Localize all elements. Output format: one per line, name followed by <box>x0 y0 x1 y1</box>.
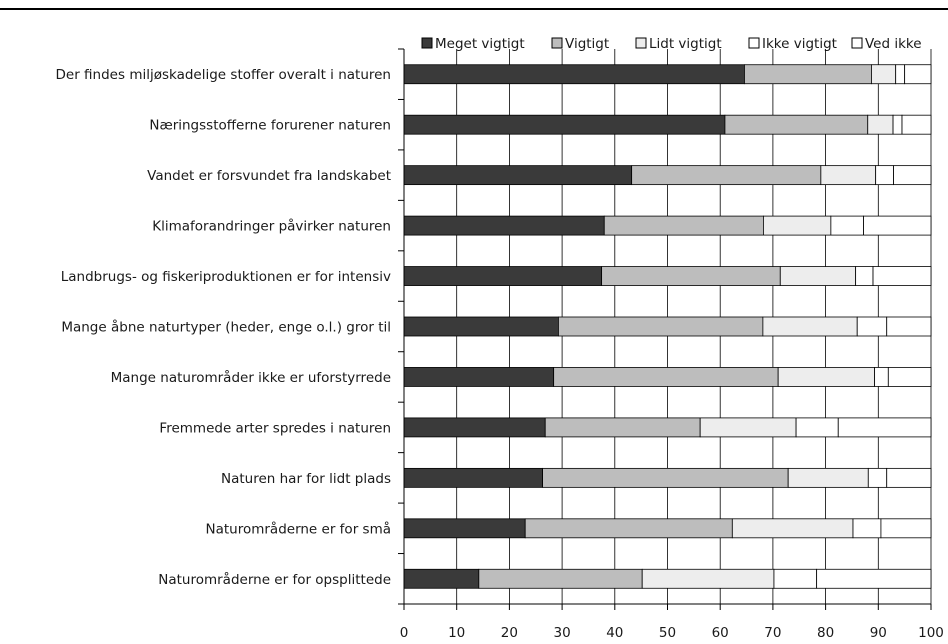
legend-label: Ikke vigtigt <box>762 36 837 52</box>
bar-segment <box>524 518 733 539</box>
bar-segment <box>901 114 932 135</box>
category-label: Naturområderne er for små <box>205 520 391 537</box>
category-label: Naturområderne er for opsplittede <box>158 571 391 588</box>
x-tick-label: 20 <box>501 625 518 641</box>
bar-segment <box>855 266 874 286</box>
legend-swatch <box>421 37 433 49</box>
bars <box>403 64 932 589</box>
category-label: Mange naturområder ikke er uforstyrrede <box>111 369 391 386</box>
legend-swatch <box>748 37 760 49</box>
legend-label: Ved ikke <box>865 36 922 52</box>
bar-segment <box>852 518 882 539</box>
bar-segment <box>795 417 839 438</box>
bar-segment <box>886 316 932 337</box>
category-label: Landbrugs- og fiskeriproduktionen er for… <box>61 269 391 285</box>
legend-label: Meget vigtigt <box>435 36 525 52</box>
bar-segment <box>603 215 764 236</box>
legend-swatch <box>851 37 863 49</box>
bar-segment <box>875 165 894 186</box>
bar-segment <box>763 215 832 236</box>
bar-segment <box>403 367 555 387</box>
category-label: Mange åbne naturtyper (heder, enge o.l.)… <box>61 319 391 336</box>
bar-segment <box>403 215 605 236</box>
bar-segment <box>904 64 932 85</box>
bar-segment <box>867 114 894 135</box>
bar-segment <box>601 266 781 286</box>
bar-segment <box>553 367 779 387</box>
bar-segment <box>830 215 864 236</box>
bar-segment <box>820 165 877 186</box>
bar-segment <box>762 316 858 337</box>
bar-segment <box>816 568 932 589</box>
x-tick-label: 10 <box>448 625 465 641</box>
bar-segment <box>787 467 869 488</box>
legend-label: Vigtigt <box>565 36 609 52</box>
bar-segment <box>403 316 559 337</box>
bar-segment <box>403 64 745 85</box>
bar-segment <box>779 266 857 286</box>
x-tick-label: 0 <box>400 625 409 641</box>
x-tick-label: 60 <box>712 625 729 641</box>
bar-segment <box>403 114 726 135</box>
category-label: Fremmede arter spredes i naturen <box>159 420 391 436</box>
category-label: Vandet er forsvundet fra landskabet <box>147 168 391 184</box>
bar-segment <box>724 114 869 135</box>
bar-segment <box>863 215 932 236</box>
bar-segment <box>895 64 906 85</box>
bar-segment <box>892 114 903 135</box>
category-label: Der findes miljøskadelige stoffer overal… <box>56 67 391 83</box>
bar-segment <box>837 417 932 438</box>
legend-swatch <box>551 37 563 49</box>
category-labels: Der findes miljøskadelige stoffer overal… <box>56 67 391 588</box>
bar-segment <box>641 568 775 589</box>
bar-segment <box>544 417 701 438</box>
bar-segment <box>777 367 876 387</box>
category-label: Næringsstofferne forurener naturen <box>149 118 391 134</box>
x-tick-label: 40 <box>606 625 623 641</box>
bar-segment <box>886 467 932 488</box>
bar-segment <box>478 568 643 589</box>
legend-label: Lidt vigtigt <box>649 36 722 52</box>
x-tick-label: 70 <box>764 625 781 641</box>
bar-segment <box>893 165 932 186</box>
bar-segment <box>403 568 480 589</box>
bar-segment <box>887 367 932 387</box>
bar-segment <box>403 417 546 438</box>
x-tick-label: 30 <box>554 625 571 641</box>
bar-segment <box>744 64 872 85</box>
x-tick-labels: 0 10 20 30 40 50 60 70 80 90 100 <box>400 625 944 641</box>
bar-segment <box>867 467 888 488</box>
legend-swatch <box>635 37 647 49</box>
bar-segment <box>403 266 603 286</box>
bar-segment <box>558 316 764 337</box>
bar-segment <box>403 518 526 539</box>
bar-segment <box>542 467 789 488</box>
bar-segment <box>872 266 932 286</box>
x-tick-label: 50 <box>659 625 676 641</box>
bar-segment <box>874 367 889 387</box>
bar-segment <box>871 64 897 85</box>
bar-segment <box>880 518 932 539</box>
bar-segment <box>403 467 544 488</box>
x-tick-label: 80 <box>817 625 834 641</box>
bar-segment <box>403 165 633 186</box>
category-label: Naturen har for lidt plads <box>221 471 391 487</box>
x-tick-label: 100 <box>918 625 944 641</box>
bar-segment <box>731 518 854 539</box>
bar-segment <box>631 165 822 186</box>
axes <box>398 48 932 610</box>
bar-segment <box>699 417 797 438</box>
bar-segment <box>856 316 888 337</box>
bar-segment <box>773 568 818 589</box>
category-label: Klimaforandringer påvirker naturen <box>152 218 391 235</box>
x-tick-label: 90 <box>870 625 887 641</box>
legend: Meget vigtigt Vigtigt Lidt vigtigt Ikke vig… <box>421 36 922 52</box>
